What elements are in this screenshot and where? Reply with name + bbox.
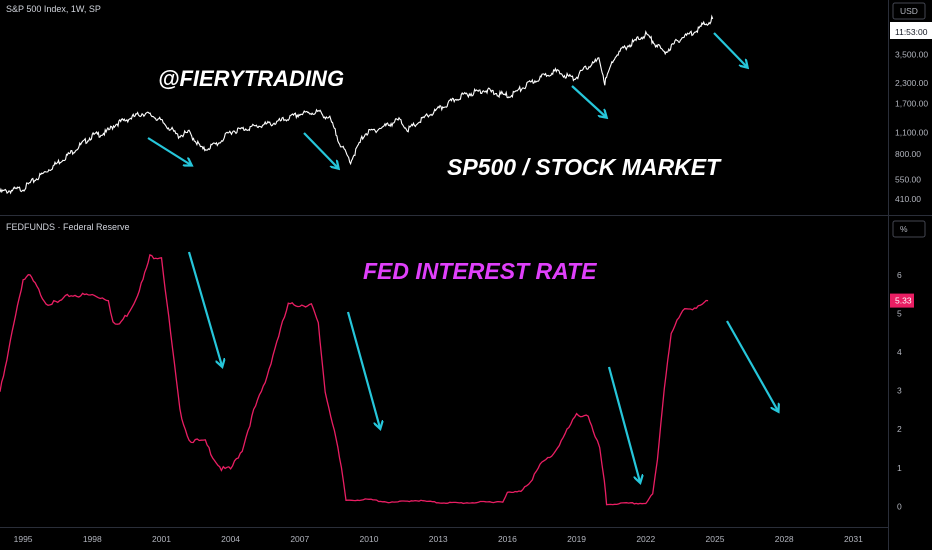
time-axis-tick-label: 2007 (290, 534, 309, 544)
arrow-icon (726, 320, 778, 411)
fedfunds-pane[interactable]: FEDFUNDS · Federal Reserve 0 1 2 3 4 5 6 % 5.3… (0, 220, 926, 512)
fedfunds-axis-tick-label: 6 (897, 270, 902, 280)
fedfunds-axis-tick-label: 0 (897, 502, 902, 512)
sp500-axis-tick-label: 3,500.00 (895, 50, 928, 60)
sp500-axis-tick-label: 2,300.00 (895, 78, 928, 88)
time-axis-tick-label: 1998 (83, 534, 102, 544)
sp500-axis-tick-label: 1,700.00 (895, 98, 928, 108)
time-axis-tick-label: 2010 (360, 534, 379, 544)
time-axis-tick-label: 2019 (567, 534, 586, 544)
arrow-icon (303, 132, 338, 168)
sp500-annotation-label: SP500 / STOCK MARKET (447, 154, 722, 180)
fed-rate-annotation-label: FED INTEREST RATE (363, 258, 597, 284)
fedfunds-last-value-badge: 5.33 (890, 293, 914, 308)
last-price-time: 11:53:00 (895, 27, 928, 37)
usd-button-label: USD (900, 6, 918, 16)
fedfunds-axis-tick-label: 5 (897, 308, 902, 318)
time-axis-tick-label: 2004 (221, 534, 240, 544)
time-axis-tick-label: 2016 (498, 534, 517, 544)
time-axis-tick-label: 2025 (706, 534, 725, 544)
time-axis-tick-label: 2028 (775, 534, 794, 544)
fedfunds-axis-tick-label: 4 (897, 347, 902, 357)
usd-button[interactable]: USD (892, 2, 926, 20)
time-axis-tick-label: 2001 (152, 534, 171, 544)
time-axis-tick-label: 2031 (844, 534, 863, 544)
sp500-pane-title: S&P 500 Index, 1W, SP (6, 4, 101, 14)
fedfunds-last-value: 5.33 (895, 296, 912, 306)
percent-button[interactable]: % (892, 220, 926, 238)
time-axis-tick-label: 2013 (429, 534, 448, 544)
arrow-icon (571, 85, 606, 117)
fierytrading-handle: @FIERYTRADING (158, 66, 344, 91)
sp500-price-axis[interactable]: 410.00 550.00 800.00 1,100.00 1,700.00 2,300.… (895, 50, 928, 205)
arrow-icon (147, 137, 191, 165)
fedfunds-axis-tick-label: 2 (897, 424, 902, 434)
fedfunds-axis-tick-label: 1 (897, 463, 902, 473)
percent-button-label: % (900, 224, 908, 234)
fedfunds-rate-line[interactable] (0, 254, 709, 506)
fedfunds-axis-tick-label: 3 (897, 386, 902, 396)
sp500-pane[interactable]: S&P 500 Index, 1W, SP 410.00 550.00 800.00… (0, 2, 932, 205)
fedfunds-pane-title: FEDFUNDS · Federal Reserve (6, 222, 130, 232)
arrow-icon (713, 32, 747, 67)
sp500-axis-tick-label: 1,100.00 (895, 128, 928, 138)
arrow-icon (187, 251, 222, 366)
sp500-axis-tick-label: 800.00 (895, 149, 921, 159)
sp500-axis-tick-label: 550.00 (895, 174, 921, 184)
arrow-icon (346, 311, 380, 428)
arrow-icon (607, 366, 640, 482)
time-axis-tick-label: 1995 (14, 534, 33, 544)
fedfunds-price-axis[interactable]: 0 1 2 3 4 5 6 (897, 270, 902, 512)
last-price-label: 11:53:00 (890, 22, 932, 39)
time-axis[interactable]: 1995 1998 2001 2004 2007 2010 2013 2016 2019 2022… (14, 534, 863, 544)
annotation-arrows (147, 32, 778, 482)
sp500-price-line[interactable] (0, 14, 714, 195)
sp500-axis-tick-label: 410.00 (895, 194, 921, 204)
time-axis-tick-label: 2022 (636, 534, 655, 544)
